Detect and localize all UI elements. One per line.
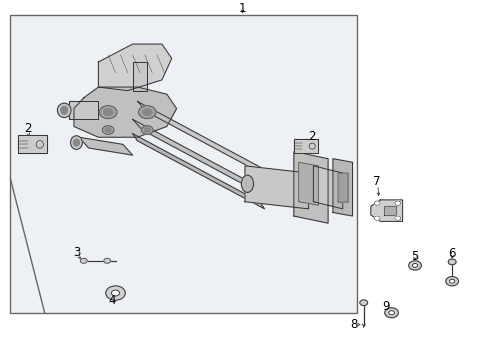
Polygon shape — [299, 162, 318, 205]
Polygon shape — [314, 166, 343, 209]
Polygon shape — [98, 44, 172, 91]
Text: 4: 4 — [108, 294, 116, 307]
Circle shape — [389, 311, 394, 315]
Polygon shape — [133, 134, 265, 209]
Polygon shape — [69, 102, 98, 119]
Circle shape — [385, 308, 398, 318]
Circle shape — [409, 261, 421, 270]
Text: 7: 7 — [373, 175, 381, 188]
Circle shape — [105, 128, 111, 132]
Circle shape — [449, 279, 455, 283]
Ellipse shape — [71, 136, 82, 149]
Circle shape — [448, 259, 456, 265]
Polygon shape — [74, 87, 176, 137]
Ellipse shape — [57, 103, 71, 117]
Circle shape — [446, 276, 459, 286]
Circle shape — [106, 286, 125, 300]
Circle shape — [111, 290, 120, 296]
Ellipse shape — [242, 175, 253, 192]
Bar — [10, 15, 357, 313]
Circle shape — [104, 109, 113, 115]
Circle shape — [102, 126, 114, 134]
Circle shape — [80, 258, 87, 263]
Polygon shape — [294, 152, 328, 223]
Circle shape — [99, 106, 117, 118]
Polygon shape — [338, 173, 347, 202]
Polygon shape — [245, 166, 309, 209]
Circle shape — [374, 201, 380, 205]
Text: 3: 3 — [73, 246, 80, 259]
Circle shape — [139, 106, 156, 118]
Text: 5: 5 — [411, 250, 419, 263]
Text: 2: 2 — [308, 130, 315, 143]
Polygon shape — [384, 206, 396, 215]
Ellipse shape — [74, 139, 79, 146]
Circle shape — [145, 128, 150, 132]
Polygon shape — [133, 62, 147, 91]
Circle shape — [374, 216, 380, 220]
Circle shape — [395, 201, 401, 205]
Polygon shape — [138, 102, 274, 180]
Text: 1: 1 — [239, 3, 246, 15]
Text: 9: 9 — [382, 300, 390, 313]
Circle shape — [395, 216, 401, 220]
Circle shape — [104, 258, 111, 263]
Ellipse shape — [61, 107, 68, 114]
Polygon shape — [79, 137, 133, 155]
Text: 6: 6 — [448, 247, 456, 260]
Polygon shape — [371, 200, 403, 221]
Polygon shape — [133, 119, 270, 198]
Circle shape — [360, 300, 368, 306]
Circle shape — [143, 109, 152, 115]
Polygon shape — [333, 159, 352, 216]
Text: 8: 8 — [350, 318, 357, 331]
Polygon shape — [294, 139, 318, 153]
Polygon shape — [18, 135, 47, 153]
Text: 2: 2 — [24, 122, 31, 135]
Circle shape — [413, 264, 417, 267]
Circle shape — [142, 126, 153, 134]
